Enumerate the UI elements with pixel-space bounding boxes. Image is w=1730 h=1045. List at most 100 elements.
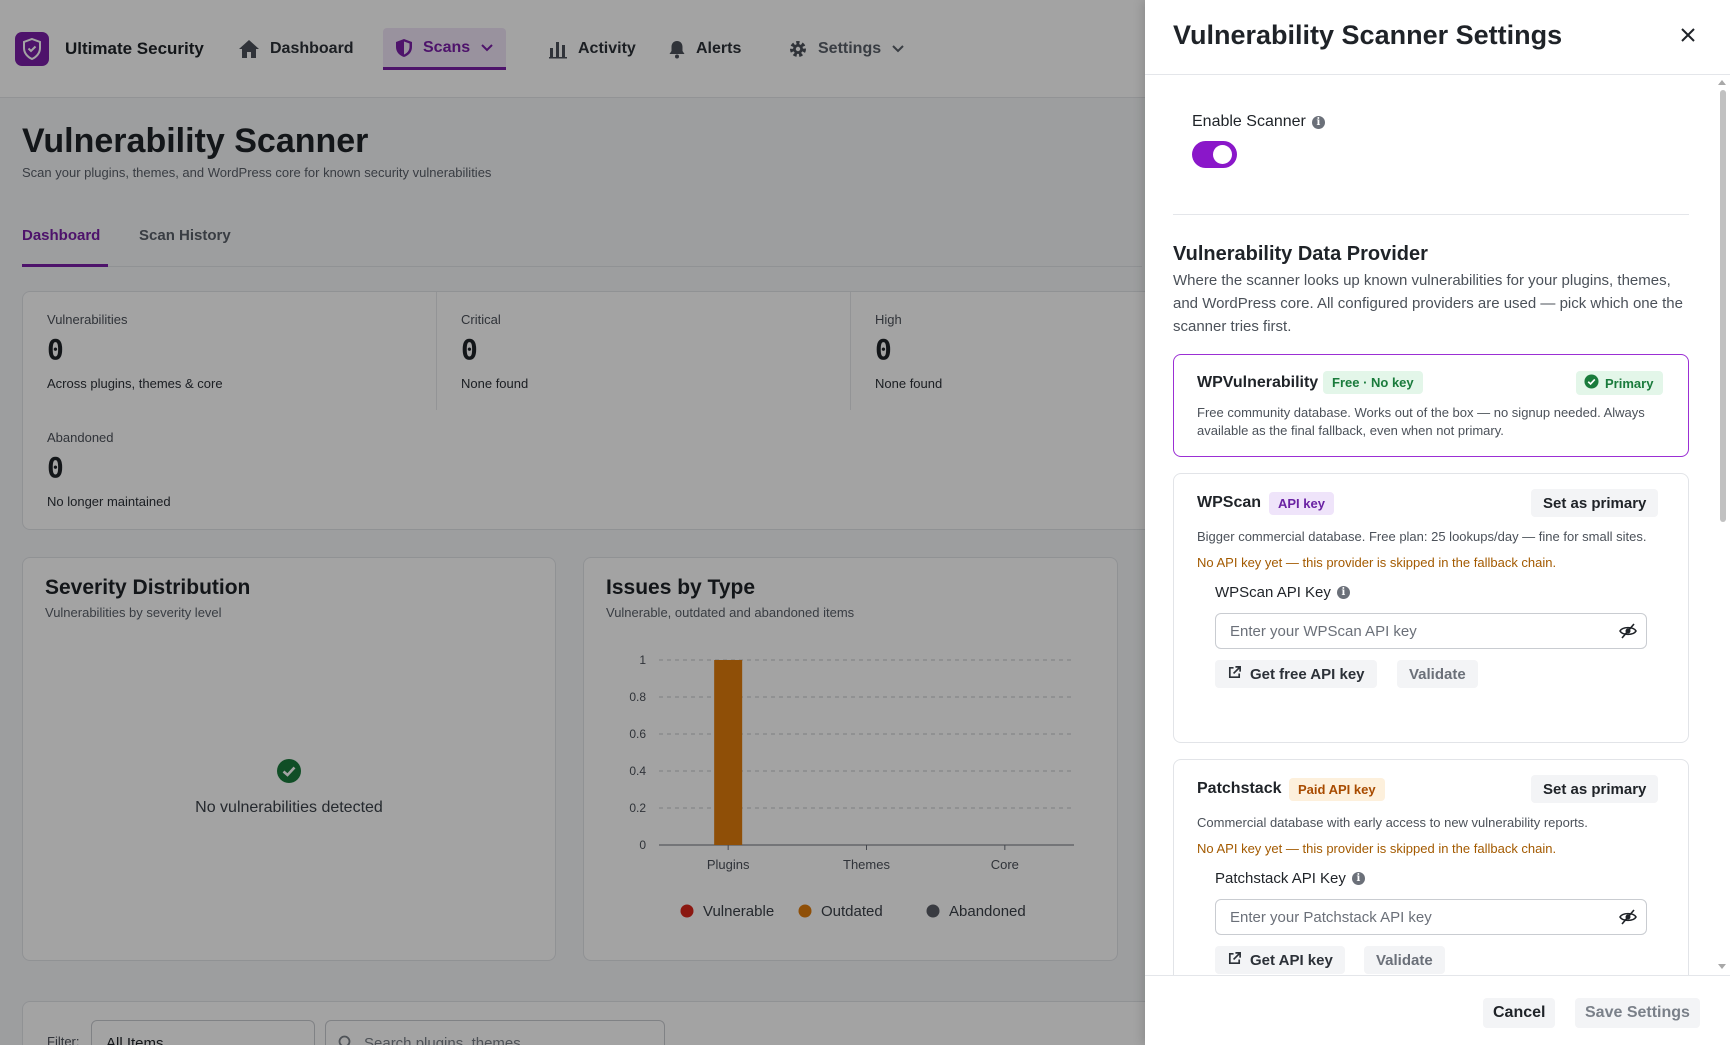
- nav-scans[interactable]: Scans: [383, 28, 507, 70]
- set-primary-button[interactable]: Set as primary: [1531, 775, 1659, 803]
- empty-state: No vulnerabilities detected: [23, 758, 555, 817]
- brand-name: Ultimate Security: [65, 39, 204, 58]
- stat-note: None found: [461, 376, 529, 391]
- y-tick-label: 0.4: [629, 764, 646, 778]
- info-icon[interactable]: i: [1351, 872, 1365, 885]
- stat-vulnerabilities: Vulnerabilities 0 Across plugins, themes…: [23, 292, 437, 410]
- stat-note: Across plugins, themes & core: [47, 376, 223, 391]
- empty-state-text: No vulnerabilities detected: [195, 799, 383, 816]
- get-free-api-key-link[interactable]: Get free API key: [1215, 660, 1377, 688]
- filter-label: Filter:: [47, 1034, 80, 1045]
- tab-scan-history[interactable]: Scan History: [139, 227, 231, 244]
- enable-scanner-label: Enable Scanner i: [1192, 113, 1325, 131]
- patchstack-api-key-input[interactable]: Enter your Patchstack API key: [1215, 899, 1647, 935]
- nav-dashboard[interactable]: Dashboard: [226, 28, 366, 70]
- get-api-key-link[interactable]: Get API key: [1215, 946, 1345, 974]
- tab-dashboard[interactable]: Dashboard: [22, 220, 108, 267]
- set-primary-button[interactable]: Set as primary: [1531, 489, 1659, 517]
- nav-activity[interactable]: Activity: [536, 28, 648, 70]
- provider-tag: Paid API key: [1289, 778, 1385, 801]
- stat-abandoned: Abandoned 0 No longer maintained: [23, 410, 437, 528]
- primary-badge: Primary: [1576, 371, 1664, 395]
- nav-settings[interactable]: Settings: [776, 28, 917, 70]
- filter-select[interactable]: All Items: [91, 1020, 315, 1045]
- severity-card: Severity Distribution Vulnerabilities by…: [22, 557, 556, 961]
- search-icon: [338, 1035, 354, 1045]
- stat-label: Critical: [461, 312, 501, 327]
- legend-swatch: [926, 904, 940, 918]
- provider-warning: No API key yet — this provider is skippe…: [1197, 841, 1557, 856]
- drawer-footer: Cancel Save Settings: [1145, 975, 1730, 1045]
- link-label: Get API key: [1250, 951, 1333, 969]
- link-label: Get free API key: [1250, 665, 1365, 683]
- drawer-header: Vulnerability Scanner Settings: [1145, 0, 1730, 75]
- x-tick-label: Core: [991, 857, 1019, 872]
- x-tick-label: Plugins: [707, 857, 750, 872]
- stat-label: High: [875, 312, 902, 327]
- scroll-thumb[interactable]: [1720, 90, 1726, 522]
- input-placeholder: Enter your Patchstack API key: [1230, 908, 1432, 926]
- info-icon[interactable]: i: [1311, 115, 1325, 129]
- legend-swatch: [798, 904, 812, 918]
- close-icon: [1680, 27, 1696, 48]
- gear-icon: [788, 39, 808, 59]
- bar-outdated: [714, 660, 743, 845]
- bell-icon: [668, 39, 686, 59]
- provider-card-patchstack: Patchstack Paid API key Set as primary C…: [1173, 759, 1689, 975]
- stat-high: High 0 None found: [851, 292, 1265, 410]
- api-key-label: WPScan API Key i: [1215, 584, 1350, 601]
- validate-button[interactable]: Validate: [1397, 660, 1478, 688]
- provider-card-wpvulnerability[interactable]: WPVulnerability Free · No key Primary Fr…: [1173, 354, 1689, 457]
- scroll-up-arrow-icon[interactable]: [1718, 80, 1726, 85]
- check-circle-icon: [276, 759, 302, 788]
- page-title: Vulnerability Scanner: [22, 122, 369, 160]
- drawer-scrollbar[interactable]: [1716, 76, 1728, 974]
- nav-scans-label: Scans: [423, 38, 471, 56]
- provider-desc: Commercial database with early access to…: [1197, 815, 1588, 830]
- issues-card: Issues by Type Vulnerable, outdated and …: [583, 557, 1118, 961]
- enable-scanner-toggle[interactable]: [1192, 141, 1237, 168]
- provider-card-wpscan: WPScan API key Set as primary Bigger com…: [1173, 473, 1689, 743]
- issues-bar-chart: 0 0.2 0.4 0.6 0.8 1 Plugins Themes Core Vulnerabl…: [629, 653, 1074, 920]
- scroll-down-arrow-icon[interactable]: [1718, 964, 1726, 969]
- provider-warning: No API key yet — this provider is skippe…: [1197, 555, 1557, 570]
- provider-desc: Bigger commercial database. Free plan: 2…: [1197, 529, 1647, 544]
- save-settings-button[interactable]: Save Settings: [1575, 998, 1700, 1028]
- stat-label: Abandoned: [47, 430, 114, 445]
- filter-strip: Filter: All Items Search plugins, themes…: [22, 1001, 1162, 1045]
- filter-select-value: All Items: [106, 1035, 164, 1045]
- eye-off-icon[interactable]: [1619, 623, 1637, 643]
- stat-value: 0: [875, 333, 892, 366]
- y-tick-label: 1: [639, 653, 646, 667]
- provider-section-title: Vulnerability Data Provider: [1173, 243, 1428, 265]
- drawer-body: Enable Scanner i Vulnerability Data Prov…: [1145, 75, 1730, 975]
- api-key-label-text: WPScan API Key: [1215, 584, 1331, 601]
- legend-label: Outdated: [821, 903, 883, 920]
- check-circle-icon: [1584, 374, 1599, 392]
- provider-tag: API key: [1269, 492, 1334, 515]
- api-key-label-text: Patchstack API Key: [1215, 870, 1346, 887]
- brand[interactable]: Ultimate Security: [15, 32, 204, 66]
- primary-badge-label: Primary: [1605, 375, 1654, 391]
- cancel-button[interactable]: Cancel: [1483, 998, 1556, 1028]
- info-icon[interactable]: i: [1336, 586, 1350, 599]
- legend-swatch: [680, 904, 694, 918]
- drawer-title: Vulnerability Scanner Settings: [1173, 20, 1563, 50]
- y-tick-label: 0.2: [629, 801, 646, 815]
- shield-icon: [395, 38, 413, 58]
- card-title: Severity Distribution: [45, 576, 251, 599]
- eye-off-icon[interactable]: [1619, 909, 1637, 929]
- nav-settings-label: Settings: [818, 40, 882, 57]
- provider-name: WPScan: [1197, 494, 1262, 511]
- chevron-down-icon: [480, 43, 494, 53]
- filter-search-input[interactable]: Search plugins, themes...: [325, 1020, 665, 1045]
- home-icon: [238, 39, 260, 59]
- page-tabs: Dashboard Scan History: [22, 220, 1142, 267]
- stats-card: Vulnerabilities 0 Across plugins, themes…: [22, 291, 1162, 530]
- close-button[interactable]: [1675, 24, 1701, 50]
- wpscan-api-key-input[interactable]: Enter your WPScan API key: [1215, 613, 1647, 649]
- validate-button[interactable]: Validate: [1364, 946, 1445, 974]
- card-subtitle: Vulnerable, outdated and abandoned items: [606, 605, 855, 620]
- legend-label: Vulnerable: [703, 903, 774, 920]
- nav-alerts[interactable]: Alerts: [656, 28, 753, 70]
